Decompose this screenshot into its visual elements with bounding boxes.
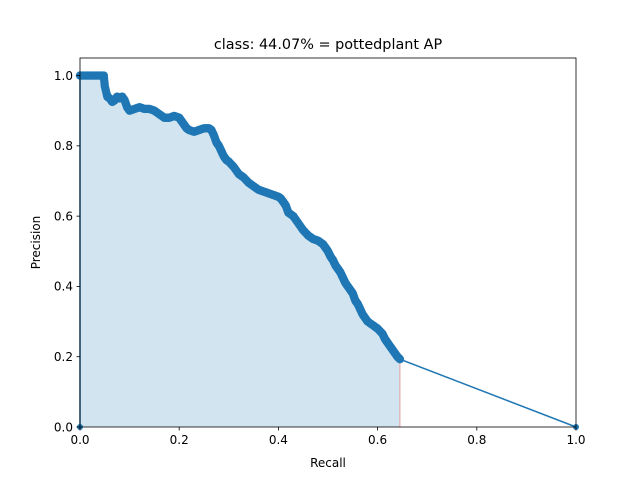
x-axis-title: Recall [310, 456, 346, 470]
data-point [395, 354, 405, 364]
x-tick-label: 1.0 [566, 433, 585, 447]
plot-frame [79, 57, 577, 428]
y-tick-label: 0.6 [54, 209, 73, 223]
y-axis-title: Precision [29, 216, 43, 270]
area-fill [80, 75, 400, 428]
x-tick-label: 0.2 [170, 433, 189, 447]
y-tick-label: 0.0 [54, 420, 73, 434]
y-tick-label: 0.4 [54, 280, 73, 294]
x-tick-label: 0.4 [269, 433, 288, 447]
y-tick-label: 0.8 [54, 139, 73, 153]
y-axis-ticks: 0.0 0.2 0.4 0.6 0.8 1.0 [54, 69, 80, 434]
chart-title: class: 44.07% = pottedplant AP [214, 37, 443, 53]
x-tick-label: 0.6 [368, 433, 387, 447]
y-tick-label: 0.2 [54, 350, 73, 364]
x-tick-label: 0.0 [70, 433, 89, 447]
x-axis-ticks: 0.0 0.2 0.4 0.6 0.8 1.0 [70, 427, 586, 447]
series-marker-layer [75, 71, 579, 430]
area-fill-layer [80, 75, 401, 428]
y-tick-label: 1.0 [54, 69, 73, 83]
x-tick-label: 0.8 [467, 433, 486, 447]
